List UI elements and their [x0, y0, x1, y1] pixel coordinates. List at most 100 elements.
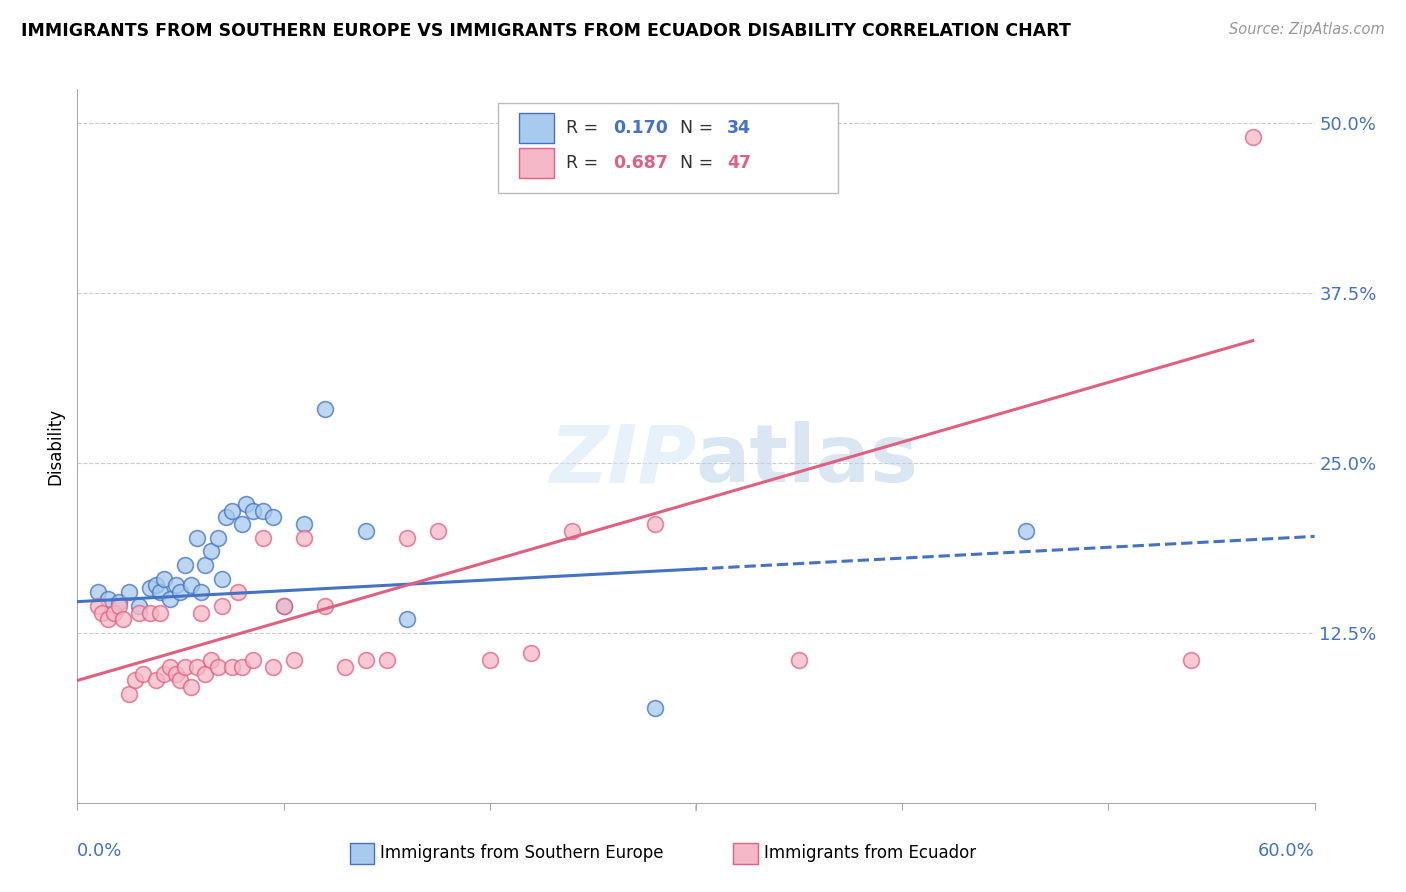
Point: [1180, 653, 1202, 667]
Point: [145, 578, 167, 592]
Point: [87, 585, 110, 599]
Point: [231, 517, 253, 532]
Point: [200, 544, 222, 558]
Point: [221, 503, 243, 517]
Point: [375, 653, 398, 667]
Point: [118, 585, 141, 599]
Point: [273, 599, 295, 613]
Text: R =: R =: [567, 153, 603, 171]
Point: [520, 646, 543, 660]
Point: [111, 612, 134, 626]
Point: [103, 606, 125, 620]
Point: [242, 503, 264, 517]
Point: [273, 599, 295, 613]
Point: [91, 606, 114, 620]
Bar: [519, 148, 554, 178]
Text: 47: 47: [727, 153, 751, 171]
Point: [145, 673, 167, 688]
Point: [153, 572, 176, 586]
Bar: [350, 843, 374, 864]
Point: [561, 524, 583, 538]
Bar: [733, 843, 758, 864]
Text: ZIP: ZIP: [548, 421, 696, 500]
Point: [186, 531, 208, 545]
Point: [190, 585, 212, 599]
Point: [231, 660, 253, 674]
Text: 0.0%: 0.0%: [77, 842, 122, 860]
Point: [644, 700, 666, 714]
Point: [165, 666, 187, 681]
Point: [1015, 524, 1038, 538]
Point: [252, 531, 274, 545]
Point: [124, 673, 146, 688]
Point: [128, 599, 150, 613]
Text: atlas: atlas: [696, 421, 920, 500]
Point: [194, 666, 217, 681]
Point: [235, 497, 257, 511]
Bar: [519, 113, 554, 144]
Text: R =: R =: [567, 120, 603, 137]
Point: [354, 653, 377, 667]
Y-axis label: Disability: Disability: [46, 408, 65, 484]
Point: [107, 594, 129, 608]
Point: [200, 653, 222, 667]
Point: [262, 660, 284, 674]
Point: [118, 687, 141, 701]
Text: 60.0%: 60.0%: [1258, 842, 1315, 860]
Point: [226, 585, 249, 599]
Point: [97, 591, 120, 606]
Point: [107, 599, 129, 613]
Point: [427, 524, 450, 538]
Point: [97, 612, 120, 626]
Point: [128, 606, 150, 620]
Point: [165, 578, 187, 592]
Point: [87, 599, 110, 613]
Point: [396, 531, 419, 545]
Point: [314, 599, 336, 613]
Text: Immigrants from Southern Europe: Immigrants from Southern Europe: [381, 845, 664, 863]
Point: [173, 660, 195, 674]
Point: [149, 585, 172, 599]
Point: [335, 660, 357, 674]
Point: [138, 606, 160, 620]
Point: [159, 591, 181, 606]
Point: [292, 531, 315, 545]
Point: [283, 653, 305, 667]
Text: N =: N =: [681, 153, 718, 171]
Point: [180, 680, 202, 694]
Point: [132, 666, 155, 681]
Point: [159, 660, 181, 674]
Text: IMMIGRANTS FROM SOUTHERN EUROPE VS IMMIGRANTS FROM ECUADOR DISABILITY CORRELATIO: IMMIGRANTS FROM SOUTHERN EUROPE VS IMMIG…: [21, 22, 1071, 40]
Point: [207, 531, 229, 545]
Point: [262, 510, 284, 524]
Point: [292, 517, 315, 532]
Point: [215, 510, 238, 524]
Point: [190, 606, 212, 620]
Point: [138, 581, 160, 595]
Point: [194, 558, 217, 572]
Point: [153, 666, 176, 681]
Point: [354, 524, 377, 538]
Point: [211, 572, 233, 586]
Point: [787, 653, 810, 667]
Point: [644, 517, 666, 532]
Point: [221, 660, 243, 674]
FancyBboxPatch shape: [498, 103, 838, 193]
Point: [242, 653, 264, 667]
Point: [478, 653, 501, 667]
Text: 34: 34: [727, 120, 751, 137]
Text: 0.170: 0.170: [613, 120, 668, 137]
Point: [314, 401, 336, 416]
Point: [1241, 129, 1264, 144]
Point: [186, 660, 208, 674]
Text: N =: N =: [681, 120, 718, 137]
Text: 0.687: 0.687: [613, 153, 668, 171]
Point: [207, 660, 229, 674]
Text: Immigrants from Ecuador: Immigrants from Ecuador: [763, 845, 976, 863]
Point: [252, 503, 274, 517]
Point: [180, 578, 202, 592]
Point: [173, 558, 195, 572]
Point: [396, 612, 419, 626]
Point: [169, 673, 191, 688]
Text: Source: ZipAtlas.com: Source: ZipAtlas.com: [1229, 22, 1385, 37]
